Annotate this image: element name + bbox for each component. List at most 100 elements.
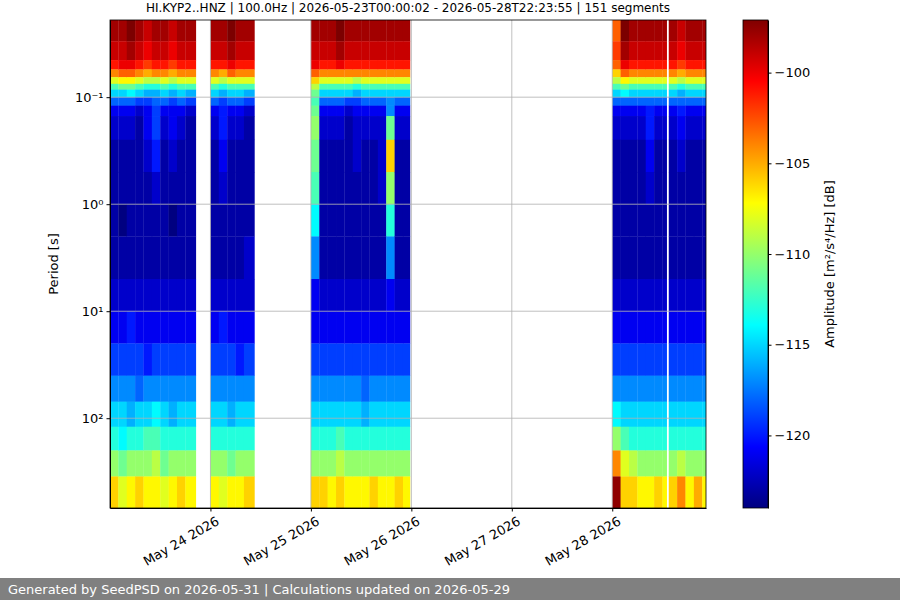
- cell: [344, 84, 353, 90]
- cell: [629, 97, 638, 106]
- cell: [227, 84, 236, 90]
- cell: [169, 97, 178, 106]
- cell: [637, 476, 646, 508]
- cell: [369, 106, 378, 117]
- cell: [361, 84, 370, 90]
- cell: [328, 77, 337, 84]
- cell: [328, 402, 337, 427]
- cell: [344, 311, 353, 344]
- cell: [662, 97, 666, 106]
- cell: [677, 343, 686, 376]
- cell: [185, 279, 196, 312]
- y-tick-mark: [107, 204, 111, 205]
- cell: [135, 236, 144, 279]
- cell: [654, 279, 663, 312]
- cell: [378, 97, 387, 106]
- cell: [328, 236, 337, 279]
- cell: [685, 236, 694, 279]
- cell: [353, 90, 362, 98]
- cell: [110, 279, 119, 312]
- cell: [702, 450, 706, 476]
- cell: [621, 204, 630, 237]
- cell: [612, 69, 621, 77]
- cell: [328, 476, 337, 508]
- cell: [612, 97, 621, 106]
- colorbar-tick: −110: [768, 247, 810, 262]
- cell: [378, 116, 387, 140]
- cell: [236, 69, 245, 77]
- cell: [236, 77, 245, 84]
- cell: [369, 97, 378, 106]
- cell: [311, 376, 320, 402]
- x-tick-label: May 26 2026: [342, 513, 423, 568]
- cell: [160, 343, 169, 376]
- cell: [143, 69, 152, 77]
- cell: [361, 343, 370, 376]
- cell: [311, 90, 320, 98]
- grid-line-x: [310, 20, 311, 508]
- cell: [344, 69, 353, 77]
- cell: [169, 376, 178, 402]
- cell: [378, 476, 387, 508]
- cell: [311, 279, 320, 312]
- cell: [227, 69, 236, 77]
- cell: [227, 20, 236, 42]
- cell: [646, 343, 655, 376]
- cell: [152, 279, 161, 312]
- cell: [669, 90, 678, 98]
- cell: [369, 204, 378, 237]
- cell: [210, 427, 219, 451]
- cell: [135, 476, 144, 508]
- cell: [227, 90, 236, 98]
- cell: [621, 376, 630, 402]
- cell: [177, 84, 186, 90]
- cell: [160, 20, 169, 42]
- cell: [110, 97, 119, 106]
- cell: [328, 279, 337, 312]
- x-tick-mark: [411, 508, 412, 512]
- grid-line-x: [210, 20, 211, 508]
- cell: [637, 84, 646, 90]
- cell: [336, 427, 345, 451]
- cell: [319, 279, 328, 312]
- cell: [646, 204, 655, 237]
- cell: [677, 311, 686, 344]
- cell: [694, 140, 703, 173]
- cell: [328, 376, 337, 402]
- cell: [127, 427, 136, 451]
- cell: [319, 402, 328, 427]
- cell: [244, 402, 255, 427]
- cell: [169, 84, 178, 90]
- cell: [344, 20, 353, 42]
- colorbar-tick-mark: [768, 254, 772, 255]
- cell: [219, 60, 228, 70]
- cell: [244, 116, 255, 140]
- cell: [143, 172, 152, 205]
- cell: [669, 236, 678, 279]
- cell: [143, 106, 152, 117]
- x-tick: May 26 2026: [342, 508, 423, 569]
- cell: [361, 311, 370, 344]
- cell: [185, 172, 196, 205]
- cell: [152, 77, 161, 84]
- cell: [127, 84, 136, 90]
- cell: [702, 60, 706, 70]
- cell: [210, 90, 219, 98]
- cell: [395, 236, 404, 279]
- cell: [685, 450, 694, 476]
- cell: [378, 60, 387, 70]
- cell: [227, 60, 236, 70]
- cell: [662, 69, 666, 77]
- colorbar-tick-label: −115: [775, 337, 811, 352]
- cell: [185, 450, 196, 476]
- cell: [244, 140, 255, 173]
- cell: [669, 343, 678, 376]
- cell: [612, 140, 621, 173]
- cell: [135, 427, 144, 451]
- cell: [702, 69, 706, 77]
- chart-title: HI.KYP2..HNZ | 100.0Hz | 2026-05-23T00:0…: [146, 1, 670, 15]
- cell: [677, 376, 686, 402]
- cell: [662, 204, 666, 237]
- cell: [685, 106, 694, 117]
- cell: [654, 204, 663, 237]
